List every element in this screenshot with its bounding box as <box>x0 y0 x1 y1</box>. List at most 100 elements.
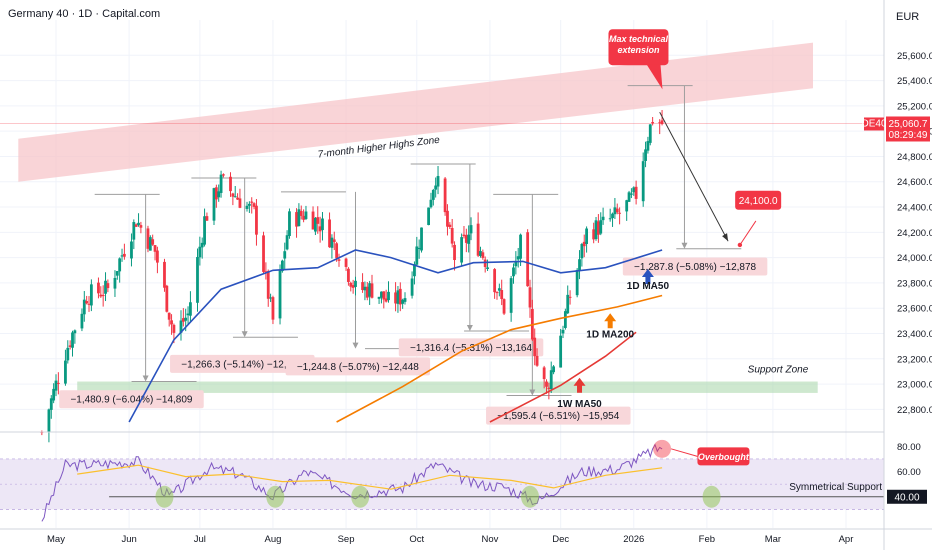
candle-body <box>431 189 435 200</box>
candle-body <box>196 257 199 303</box>
currency-label[interactable]: EUR <box>896 11 919 23</box>
candle-body <box>443 178 447 213</box>
candle-body <box>497 288 501 291</box>
candle-body <box>203 216 206 245</box>
candle-body <box>217 191 221 198</box>
measure-arrow-head <box>529 389 536 396</box>
candle-body <box>316 217 320 224</box>
candle-body <box>66 347 70 361</box>
candle-body <box>528 287 532 308</box>
candle-body <box>502 299 506 314</box>
candle-body <box>514 261 518 267</box>
ma-line <box>489 331 637 423</box>
candle-body <box>255 205 258 235</box>
price-tick-label: 25,200.0 <box>897 101 932 112</box>
time-tick-label: Jun <box>121 534 136 545</box>
candle-body <box>113 277 117 289</box>
candle-body <box>278 270 282 319</box>
time-tick-label: Feb <box>699 534 715 545</box>
candle-body <box>580 244 584 259</box>
candle-body <box>545 381 548 387</box>
candle-body <box>71 332 74 348</box>
candle-body <box>559 335 563 368</box>
candle-body <box>568 296 572 298</box>
measure-arrow-head <box>352 342 359 349</box>
candle-body <box>535 355 539 366</box>
moving-averages <box>128 249 663 423</box>
candle-body <box>630 193 633 195</box>
candle-body <box>516 256 520 260</box>
candle-body <box>134 224 138 227</box>
ma-line <box>336 294 663 423</box>
candle-body <box>288 211 291 236</box>
candle-body <box>186 313 190 316</box>
candle-body <box>618 212 622 214</box>
candle-body <box>229 176 232 192</box>
candle-body <box>351 285 355 288</box>
time-tick-label: Sep <box>338 534 355 545</box>
measure-label-box <box>59 390 204 409</box>
measure-label-box <box>285 357 431 376</box>
candle-body <box>646 141 650 151</box>
candle-body <box>172 324 176 333</box>
price-tick-label: 23,000.0 <box>897 380 932 391</box>
ma-arrow <box>641 268 654 284</box>
rsi-support-label: Symmetrical Support <box>789 482 882 493</box>
measure-arrow-head <box>466 324 473 331</box>
candle-body <box>80 313 84 329</box>
candle-body <box>578 259 581 271</box>
ma-arrow <box>604 313 617 329</box>
candle-body <box>337 259 341 261</box>
candle-body <box>446 210 449 227</box>
candle-body <box>245 205 249 209</box>
rsi-panel: Overbought Symmetrical Support <box>0 439 884 522</box>
time-tick-label: May <box>47 534 65 545</box>
candle-body <box>49 398 53 410</box>
candle-body <box>594 220 598 240</box>
candle-body <box>450 228 454 244</box>
candle-body <box>349 282 353 287</box>
target-box <box>735 190 782 210</box>
candle-body <box>533 337 537 357</box>
candle-body <box>146 228 150 249</box>
candle-body <box>318 226 322 232</box>
candle-body <box>73 330 77 334</box>
rsi-support-touch <box>702 485 721 508</box>
price-tick-label: 24,400.0 <box>897 203 932 214</box>
candle-body <box>250 201 254 203</box>
candle-body <box>644 149 647 161</box>
candle-body <box>651 122 655 124</box>
candle-body <box>297 209 301 227</box>
candle-body <box>401 299 405 304</box>
candle-body <box>236 197 239 200</box>
max-extension-pointer <box>646 64 663 90</box>
candle-body <box>132 222 136 240</box>
time-tick-label: Aug <box>265 534 282 545</box>
candle-body <box>460 237 464 263</box>
candle-body <box>394 292 397 304</box>
candle-body <box>566 294 570 314</box>
candle-body <box>627 192 631 202</box>
price-tick-label: 25,400.0 <box>897 76 932 87</box>
candle-body <box>599 220 603 234</box>
rsi-tick-label: 60.00 <box>897 467 921 478</box>
measurements: −1,480.9 (−6.04%) −14,809 −1,266.3 (−5.14… <box>59 85 768 425</box>
candle-body <box>264 271 268 273</box>
candle-body <box>106 283 110 289</box>
candle-body <box>212 188 216 221</box>
price-tick-label: 23,600.0 <box>897 304 932 315</box>
candle-body <box>233 196 237 198</box>
candle-body <box>299 211 303 216</box>
projection-arrow-head <box>722 233 729 242</box>
candle-body <box>151 239 155 245</box>
price-tick-label: 22,800.0 <box>897 405 932 416</box>
candle-body <box>403 298 407 302</box>
candle-body <box>269 297 272 299</box>
max-extension-callout <box>608 29 669 66</box>
candle-body <box>328 219 331 248</box>
ma-arrow <box>573 377 586 393</box>
candle-body <box>448 224 452 228</box>
measure-label: −1,266.3 (−5.14%) −12,663 <box>181 359 303 370</box>
